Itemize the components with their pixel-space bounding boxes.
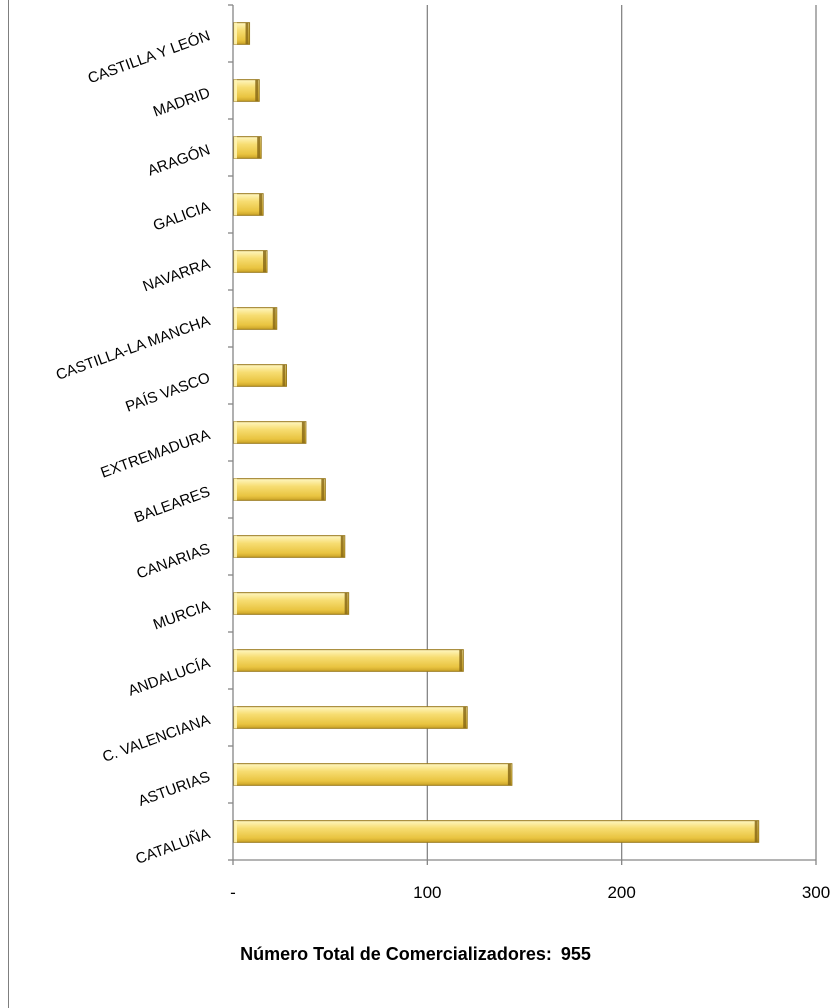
bar-9 bbox=[233, 307, 278, 330]
bar-body bbox=[233, 592, 350, 615]
bar-bevel-right bbox=[257, 136, 261, 159]
category-label-6: BALEARES bbox=[132, 483, 212, 526]
category-label-1: ASTURIAS bbox=[136, 768, 212, 810]
bar-bevel-left bbox=[234, 820, 237, 843]
bar-bevel-left bbox=[234, 763, 237, 786]
category-label-10: NAVARRA bbox=[140, 255, 212, 295]
bar-body bbox=[233, 250, 268, 273]
category-label-7: EXTREMADURA bbox=[98, 426, 212, 481]
total-label: Número Total de Comercializadores: bbox=[240, 944, 552, 964]
bar-13 bbox=[233, 79, 260, 102]
category-label-5: CANARIAS bbox=[134, 540, 212, 582]
bar-body bbox=[233, 820, 760, 843]
bar-bevel-left bbox=[234, 478, 237, 501]
bar-bevel-left bbox=[234, 79, 237, 102]
bar-bevel-left bbox=[234, 706, 237, 729]
bar-1 bbox=[233, 763, 513, 786]
bar-body bbox=[233, 763, 513, 786]
bar-8 bbox=[233, 364, 287, 387]
chart-frame bbox=[8, 0, 831, 1008]
bar-bevel-left bbox=[234, 649, 237, 672]
bar-bevel-right bbox=[507, 763, 511, 786]
bar-bevel-left bbox=[234, 421, 237, 444]
bar-bevel-right bbox=[282, 364, 286, 387]
category-label-8: PAÍS VASCO bbox=[123, 369, 212, 415]
bar-bevel-left bbox=[234, 307, 237, 330]
bar-body bbox=[233, 649, 464, 672]
bar-bevel-left bbox=[234, 535, 237, 558]
bar-body bbox=[233, 307, 278, 330]
category-label-11: GALICIA bbox=[151, 198, 212, 234]
total-value: 955 bbox=[560, 944, 591, 964]
x-tick-label-3: 300 bbox=[802, 883, 830, 902]
bar-body bbox=[233, 478, 326, 501]
bar-bevel-right bbox=[459, 649, 463, 672]
x-tick-label-2: 200 bbox=[607, 883, 635, 902]
bar-10 bbox=[233, 250, 268, 273]
bar-12 bbox=[233, 136, 262, 159]
bar-body bbox=[233, 193, 264, 216]
bar-bevel-right bbox=[463, 706, 467, 729]
bar-2 bbox=[233, 706, 468, 729]
bar-bevel-right bbox=[301, 421, 305, 444]
bar-6 bbox=[233, 478, 326, 501]
bar-body bbox=[233, 364, 287, 387]
bar-bevel-left bbox=[234, 364, 237, 387]
bar-bevel-left bbox=[234, 22, 237, 45]
bar-bevel-right bbox=[754, 820, 758, 843]
bar-bevel-right bbox=[272, 307, 276, 330]
bar-bevel-left bbox=[234, 250, 237, 273]
bar-bevel-right bbox=[321, 478, 325, 501]
category-label-12: ARAGÓN bbox=[145, 141, 212, 179]
bar-bevel-right bbox=[340, 535, 344, 558]
bar-bevel-left bbox=[234, 193, 237, 216]
bar-bevel-right bbox=[344, 592, 348, 615]
category-label-3: ANDALUCÍA bbox=[126, 654, 212, 699]
bar-4 bbox=[233, 592, 350, 615]
category-label-2: C. VALENCIANA bbox=[100, 711, 212, 766]
axes bbox=[228, 4, 817, 865]
bar-body bbox=[233, 136, 262, 159]
x-tick-label-1: 100 bbox=[413, 883, 441, 902]
bar-body bbox=[233, 535, 346, 558]
bar-11 bbox=[233, 193, 264, 216]
x-tick-label-0: - bbox=[230, 883, 236, 902]
bars bbox=[233, 22, 760, 843]
bar-bevel-right bbox=[255, 79, 259, 102]
bar-bevel-right bbox=[245, 22, 249, 45]
category-label-4: MURCIA bbox=[151, 597, 212, 633]
category-label-13: MADRID bbox=[151, 84, 213, 120]
bar-body bbox=[233, 421, 307, 444]
x-tick-labels: - 100 200 300 bbox=[230, 883, 830, 902]
category-label-9: CASTILLA-LA MANCHA bbox=[54, 312, 213, 384]
bar-bevel-right bbox=[263, 250, 267, 273]
bar-14 bbox=[233, 22, 251, 45]
gridlines bbox=[426, 5, 817, 860]
category-label-14: CASTILLA Y LEÓN bbox=[86, 27, 213, 87]
bar-3 bbox=[233, 649, 464, 672]
bar-bevel-left bbox=[234, 136, 237, 159]
bar-5 bbox=[233, 535, 346, 558]
bar-0 bbox=[233, 820, 760, 843]
total-note: Número Total de Comercializadores: 955 bbox=[0, 944, 831, 965]
bar-bevel-right bbox=[259, 193, 263, 216]
bar-7 bbox=[233, 421, 307, 444]
bar-body bbox=[233, 706, 468, 729]
category-label-0: CATALUÑA bbox=[133, 825, 212, 868]
bar-bevel-left bbox=[234, 592, 237, 615]
